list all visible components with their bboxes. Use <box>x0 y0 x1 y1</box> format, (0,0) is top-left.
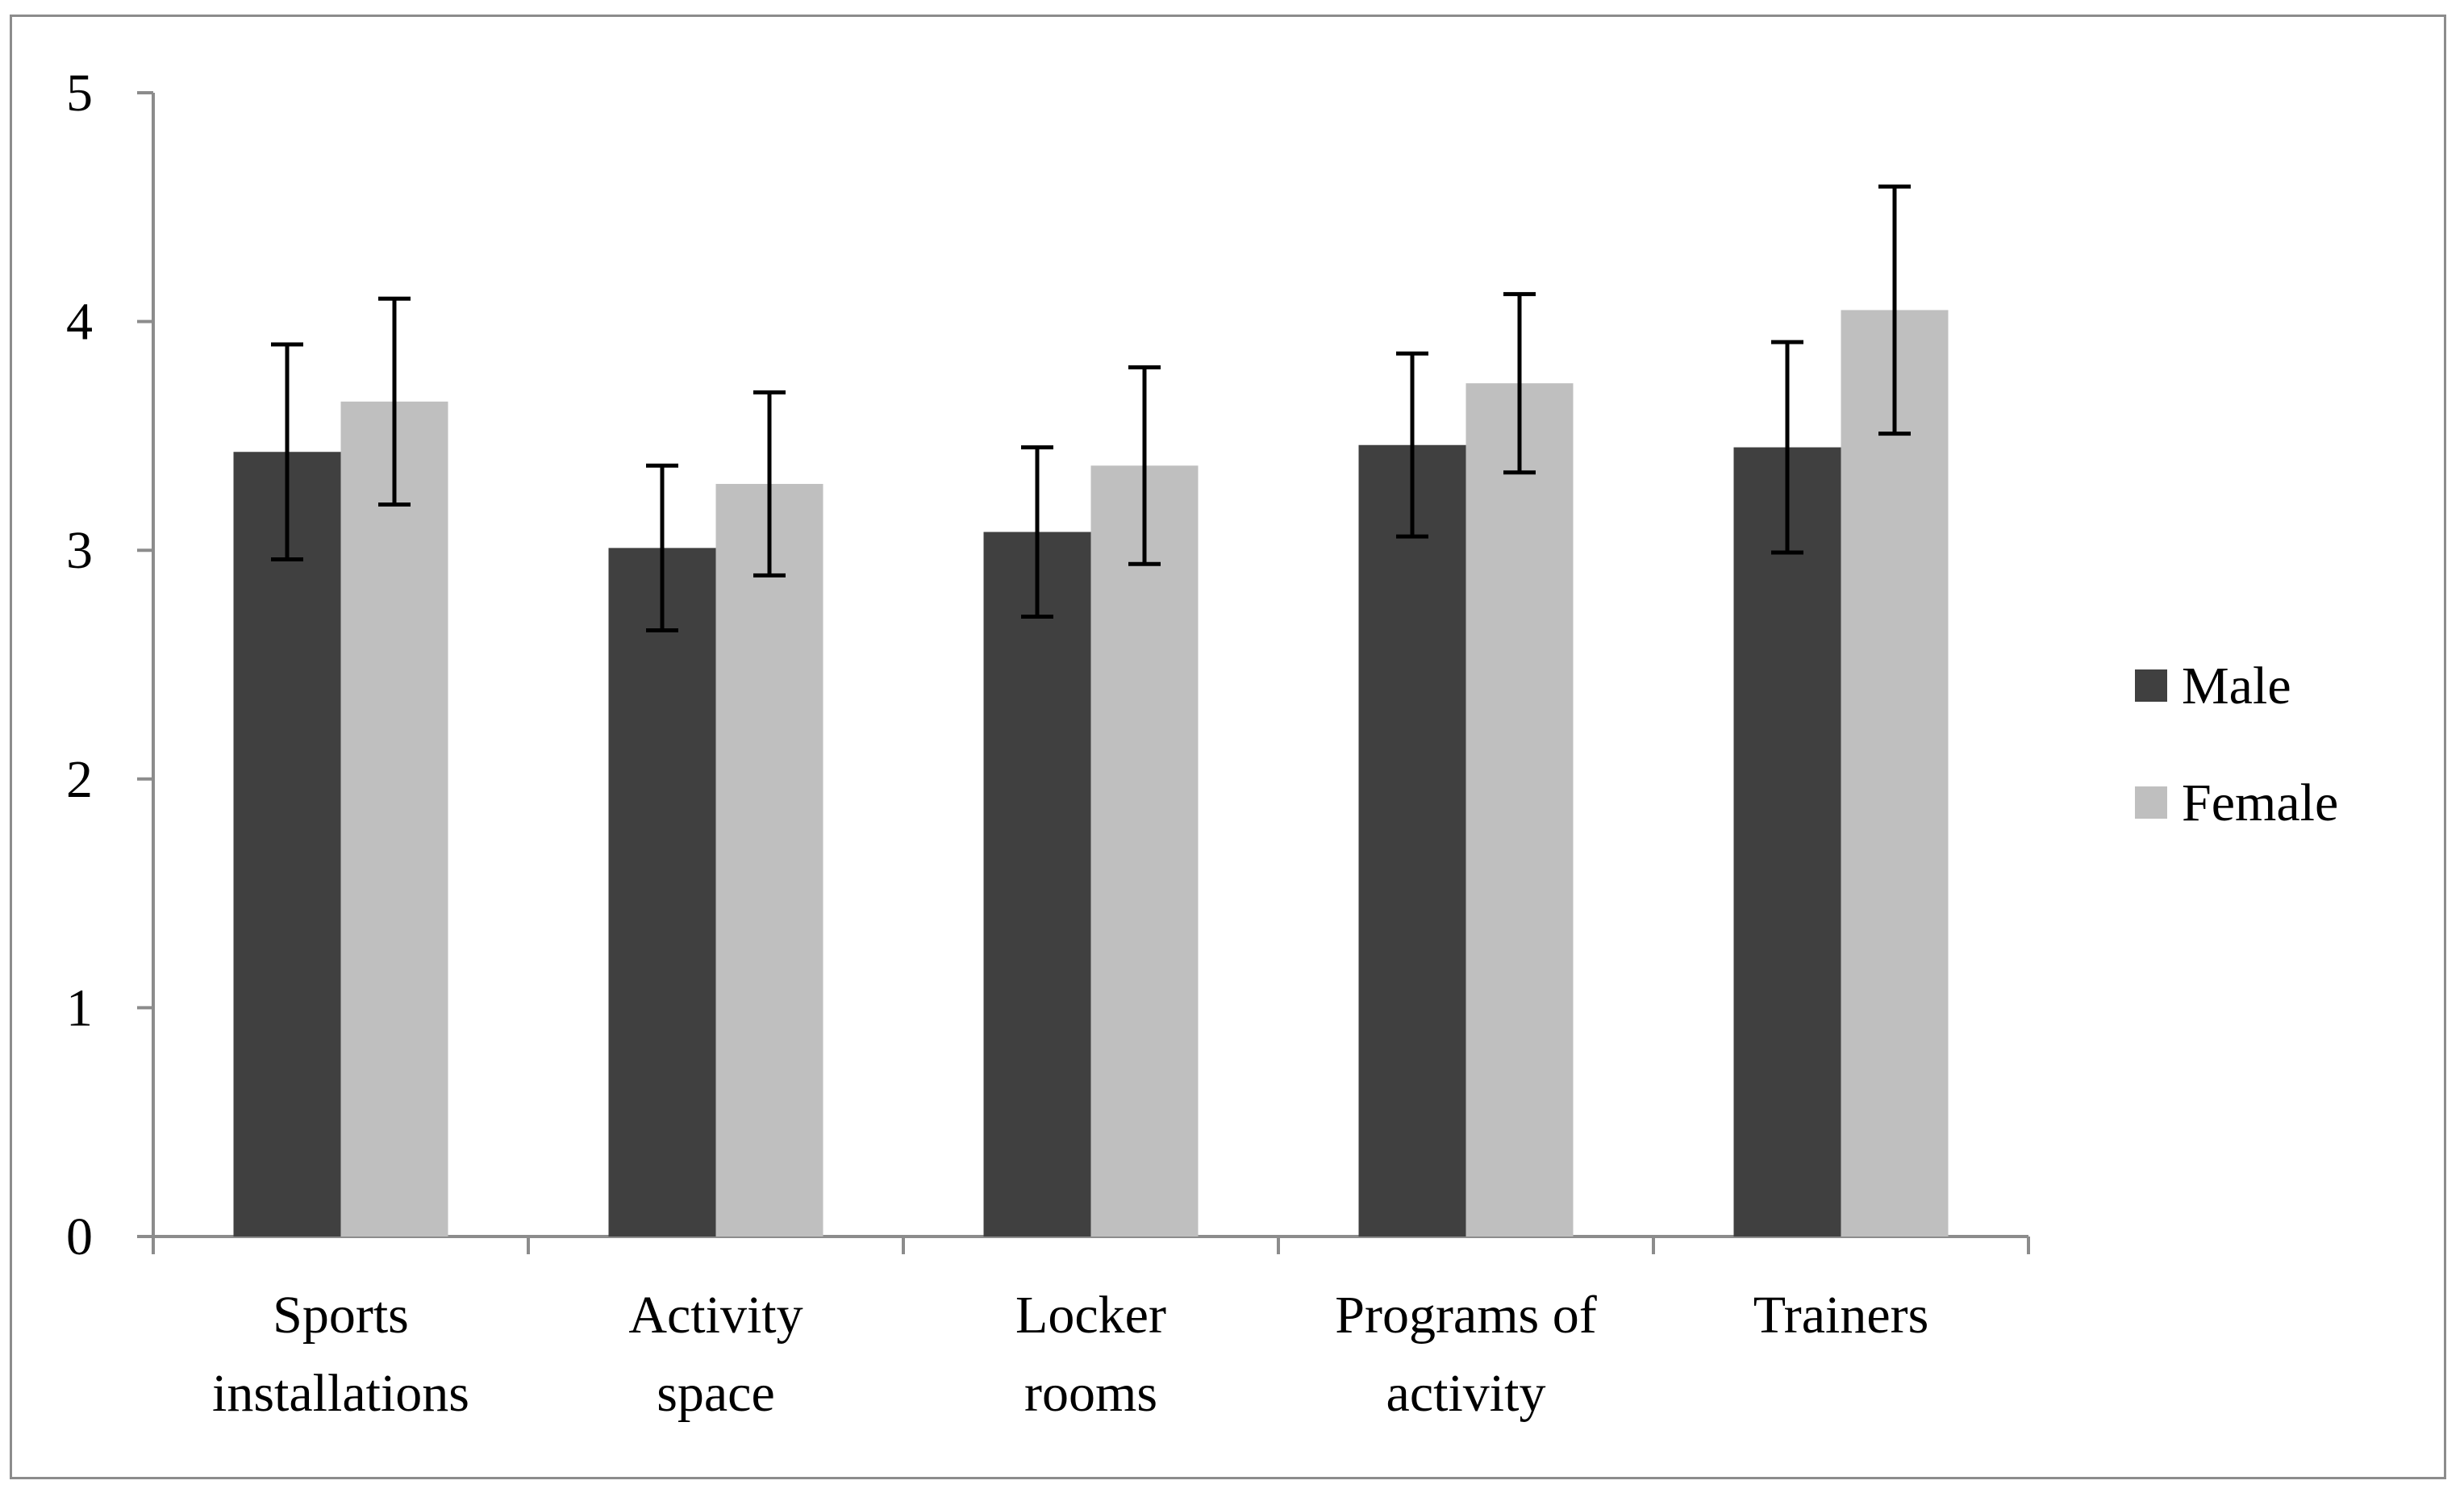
y-tick-label: 2 <box>66 750 93 809</box>
x-category-label: Activity <box>628 1286 803 1345</box>
legend-swatch-male <box>2135 669 2167 702</box>
bar-female <box>715 483 823 1237</box>
bar-male <box>1733 447 1841 1237</box>
chart-frame <box>10 15 2446 1479</box>
y-tick-label: 1 <box>66 978 93 1037</box>
x-category-label: Sports <box>273 1286 409 1345</box>
y-tick-label: 0 <box>66 1207 93 1266</box>
bar-male <box>608 548 716 1237</box>
x-category-label: space <box>657 1364 775 1423</box>
x-category-label: rooms <box>1024 1364 1157 1423</box>
bar-male <box>983 532 1091 1237</box>
x-category-label: Locker <box>1015 1286 1166 1345</box>
x-category-label: Programs of <box>1335 1286 1596 1345</box>
y-tick-label: 5 <box>66 64 93 123</box>
legend: Male Female <box>2135 657 2338 832</box>
bar-female <box>1090 465 1199 1237</box>
x-category-label: installations <box>212 1364 469 1423</box>
bars-group <box>233 310 1949 1237</box>
error-bars-group <box>271 184 1911 632</box>
bar-female <box>1465 383 1574 1237</box>
ticks-group: 0 1 2 3 4 5 Sports installations Activity space Lo… <box>66 64 2030 1423</box>
legend-swatch-female <box>2135 786 2167 819</box>
y-tick-label: 4 <box>66 293 93 352</box>
bar-male <box>1358 444 1466 1237</box>
legend-label-female: Female <box>2182 774 2338 832</box>
bar-female <box>1841 310 1949 1237</box>
bar-male <box>233 452 341 1237</box>
bar-female <box>340 401 448 1237</box>
x-category-label: activity <box>1386 1364 1546 1423</box>
x-category-label: Trainers <box>1753 1286 1929 1345</box>
legend-label-male: Male <box>2182 657 2291 715</box>
y-tick-label: 3 <box>66 521 93 580</box>
